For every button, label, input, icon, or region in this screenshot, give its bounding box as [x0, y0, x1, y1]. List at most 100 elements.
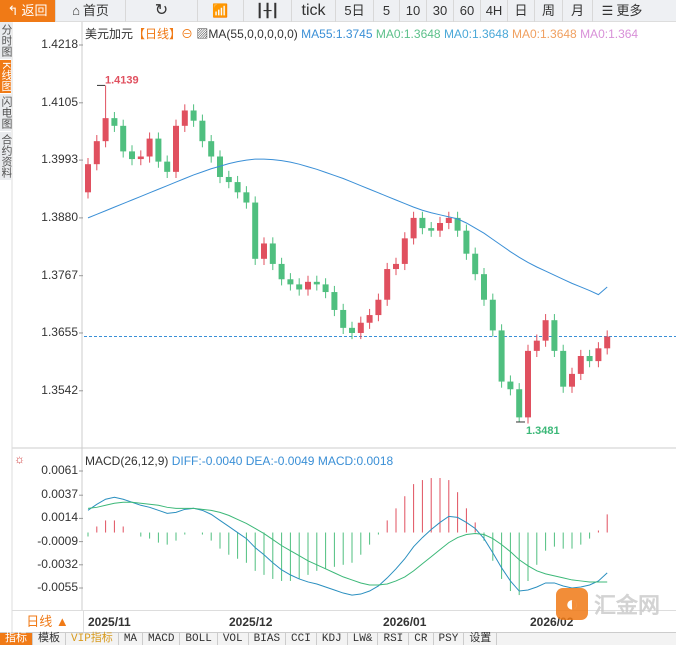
- indicator-tab[interactable]: 指标: [0, 633, 33, 645]
- candle-body: [278, 263, 285, 280]
- indicator-tab[interactable]: CR: [409, 633, 434, 645]
- price-tick: 1.3542: [41, 382, 78, 397]
- indicator-tab[interactable]: BIAS: [249, 633, 287, 645]
- tab-flash-chart[interactable]: 闪电图: [0, 94, 12, 132]
- macd-tick: -0.0009: [37, 533, 78, 548]
- macd-tick: 0.0037: [41, 487, 78, 502]
- candle-body: [384, 269, 391, 300]
- period-tick[interactable]: tick: [292, 0, 336, 22]
- ma0-value: MA0:1.3648: [375, 27, 441, 41]
- symbol-name: 美元加元: [85, 27, 134, 41]
- macd-legend: MACD(26,12,9) DIFF:-0.0040 DEA:-0.0049 M…: [85, 454, 393, 468]
- indicator-tab[interactable]: RSI: [378, 633, 410, 645]
- candle-body: [560, 350, 567, 387]
- min-price-label: 1.3481: [526, 425, 560, 437]
- indicator-tab[interactable]: VOL: [218, 633, 249, 645]
- indicator-tab[interactable]: PSY: [434, 633, 465, 645]
- home-button[interactable]: ⌂ 首页: [56, 0, 126, 22]
- dea-value: DEA:-0.0049: [245, 454, 315, 468]
- date-label: 2026/01: [383, 615, 427, 629]
- candle-body: [366, 315, 373, 323]
- logo-text: 汇金网: [594, 593, 661, 618]
- candle-body: [357, 322, 364, 333]
- dea-line: [87, 501, 608, 586]
- period-label: 【日线】: [133, 27, 182, 41]
- candle-body: [155, 138, 162, 162]
- candle-body: [269, 243, 276, 264]
- logo-icon: ◐: [556, 588, 588, 620]
- period-4h[interactable]: 4H: [481, 0, 508, 22]
- candle-body: [542, 320, 549, 341]
- candle-body: [516, 389, 523, 418]
- tab-contract-info[interactable]: 合约资料: [0, 132, 12, 181]
- candle-body: [375, 299, 382, 316]
- candle-body: [296, 284, 303, 290]
- back-button[interactable]: ↰ 返回: [0, 0, 56, 22]
- period-10[interactable]: 10: [400, 0, 427, 22]
- candle-body: [243, 192, 250, 203]
- toolbar: ↰ 返回 ⌂ 首页 ↻ 📶 ┃╂┃ tick 5日 5 10 30 60 4H 日 …: [0, 0, 676, 22]
- candle-body: [533, 340, 540, 351]
- tab-time-chart[interactable]: 分时图: [0, 22, 12, 59]
- period-week[interactable]: 周: [535, 0, 563, 22]
- candle-body: [261, 243, 267, 259]
- macd-settings-icon[interactable]: ☼: [14, 452, 25, 466]
- period-day[interactable]: 日: [508, 0, 535, 22]
- candle-type-button[interactable]: ┃╂┃: [244, 0, 292, 22]
- indicator-tab[interactable]: LW&: [348, 633, 379, 645]
- candle-body: [225, 176, 232, 183]
- candle-body: [252, 202, 259, 259]
- candle-body: [199, 120, 206, 142]
- period-30[interactable]: 30: [427, 0, 454, 22]
- candle-body: [586, 355, 593, 362]
- indicator-tab[interactable]: CCI: [286, 633, 317, 645]
- macd-label: MACD(26,12,9): [85, 454, 169, 468]
- candle-body: [551, 320, 558, 351]
- candle-body: [577, 355, 584, 374]
- indicator-tab[interactable]: MA: [119, 633, 144, 645]
- candle-body: [454, 217, 461, 231]
- candlestick-icon: ┃╂┃: [255, 3, 280, 18]
- side-tabs: 分时图 K线图 闪电图 合约资料: [0, 22, 12, 181]
- period-60[interactable]: 60: [454, 0, 481, 22]
- candle-body: [410, 217, 417, 239]
- indicator-tab[interactable]: MACD: [143, 633, 181, 645]
- back-arrow-icon: ↰: [7, 3, 19, 18]
- candle-body: [349, 327, 355, 333]
- period-5[interactable]: 5: [374, 0, 400, 22]
- refresh-icon: ↻: [154, 2, 169, 19]
- period-month[interactable]: 月: [563, 0, 593, 22]
- tab-kline-chart[interactable]: K线图: [0, 60, 12, 94]
- indicator-tab[interactable]: KDJ: [317, 633, 348, 645]
- candle-body: [437, 223, 443, 231]
- period-select[interactable]: 日线 ▲: [12, 611, 84, 633]
- macd-tick: -0.0055: [37, 580, 78, 594]
- price-tick: 1.3655: [41, 324, 78, 339]
- more-button[interactable]: ☰ 更多: [593, 0, 651, 22]
- price-tick: 1.3767: [41, 267, 78, 282]
- bar-chart-icon: 📶: [212, 3, 229, 18]
- candle-body: [287, 279, 294, 285]
- indicator-tab[interactable]: VIP指标: [66, 633, 119, 645]
- indicator-tab[interactable]: BOLL: [180, 633, 218, 645]
- macd-tick: -0.0032: [37, 556, 78, 571]
- indicator-chart-button[interactable]: 📶: [198, 0, 244, 22]
- refresh-button[interactable]: ↻: [126, 0, 198, 22]
- indicator-tab[interactable]: 模板: [33, 633, 66, 645]
- indicator-tabs: 指标 模板 VIP指标 MA MACD BOLL VOL BIAS CCI KDJ LW& RSI CR…: [0, 632, 676, 645]
- candle-body: [120, 125, 127, 152]
- candle-body: [111, 118, 118, 126]
- period-5d[interactable]: 5日: [336, 0, 374, 22]
- candle-body: [102, 118, 109, 142]
- settings-icon[interactable]: ⊖: [181, 27, 194, 41]
- candle-body: [472, 253, 479, 275]
- candle-body: [595, 348, 602, 362]
- indicator-tab[interactable]: 设置: [464, 633, 498, 645]
- candle-body: [146, 138, 153, 157]
- date-label: 2025/11: [88, 615, 131, 629]
- ma-toggle-icon[interactable]: ▨: [196, 27, 209, 41]
- price-tick: 1.4218: [41, 37, 78, 51]
- ma0-value: MA0:1.3648: [512, 27, 577, 41]
- ma55-line: [87, 158, 608, 296]
